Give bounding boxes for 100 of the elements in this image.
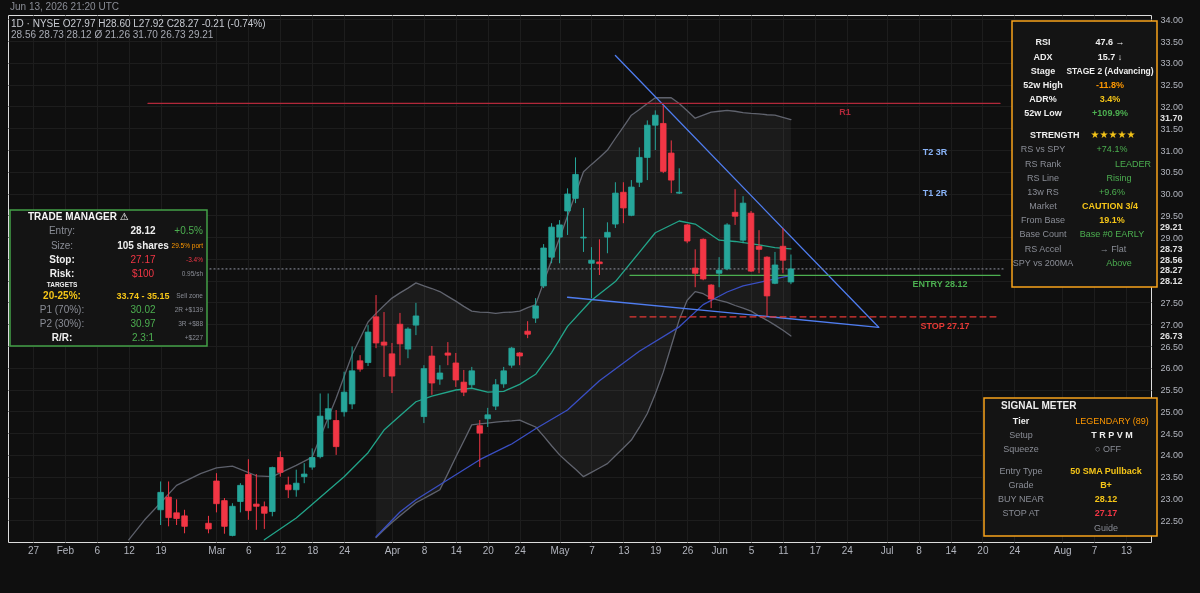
x-tick-label: 7 [1091,544,1098,556]
annotation: Size: [50,240,74,251]
annotation: Guide [1093,523,1119,533]
x-tick-label: 14 [945,544,958,556]
annotation: 47.6 → [1095,37,1125,47]
x-tick-label: 24 [1009,544,1021,556]
y-tick-label: 30.50 [1160,167,1184,178]
annotation: Risk: [49,268,75,279]
y-tick-label: 33.00 [1160,58,1184,69]
annotation: Entry Type [999,466,1043,476]
x-tick-label: Feb [56,544,75,556]
annotation: SPY vs 200MA [1012,258,1074,268]
y-tick-label: 26.00 [1160,363,1184,374]
annotation: Above [1106,258,1132,268]
x-tick-label: 19 [155,544,168,556]
annotation: LEGENDARY (89) [1075,416,1149,426]
y-tick-label: 25.00 [1160,406,1184,417]
annotation: Rising [1106,173,1132,183]
y-tick-label: 31.00 [1160,145,1184,156]
y-tick-label: 30.00 [1160,189,1184,200]
annotation: Market [1029,201,1058,211]
x-tick-label: Jul [880,544,894,556]
x-tick-label: 18 [307,544,319,556]
annotation: Squeeze [1003,444,1039,454]
chart-title: 1D · NYSE O27.97 H28.60 L27.92 C28.27 -0.21 (-0.74%) [11,18,266,29]
ref-line-label: R1 [839,107,851,118]
y-tick-label: 24.00 [1160,450,1184,461]
y-tick-label: 34.00 [1160,14,1184,25]
x-tick-label: 8 [421,544,428,556]
x-tick-label: 8 [916,544,923,556]
annotation: B+ [1100,480,1112,490]
annotation: 50 SMA Pullback [1070,466,1143,476]
x-tick-label: 26 [682,544,694,556]
y-tick-label: 29.00 [1160,232,1184,243]
annotation: +0.5% [174,225,204,236]
annotation: T2 3R [922,146,948,157]
y-tick-label: 33.50 [1160,36,1184,47]
y-tick-label: 32.00 [1160,101,1184,112]
annotation: +109.9% [1092,108,1128,118]
x-tick-label: Jun [711,544,728,556]
annotation: 28.12 [130,225,156,236]
text: 28.56 28.73 28.12 Ø 21.26 31.70 26.73 29.21 [11,29,214,40]
x-tick-label: 20 [977,544,989,556]
annotation: T R P V M [1091,430,1133,440]
ref-line-label: STOP 27.17 [920,320,970,331]
y-tick-label: 27.00 [1160,319,1184,330]
ref-line-label: ENTRY 28.12 [912,279,968,290]
annotation: Stage [1030,66,1056,76]
x-tick-label: 19 [650,544,662,556]
annotation: LEADER [1114,159,1152,169]
x-tick-label: 13 [1120,544,1133,556]
x-tick-label: 12 [123,544,136,556]
annotation: Tier [1012,416,1030,426]
x-tick-label: 27 [27,544,40,556]
text: 31.70 [1160,112,1183,123]
annotation: TRADE MANAGER ⚠ [28,211,129,222]
annotation: RS Accel [1024,244,1062,254]
annotation: 52w High [1023,80,1063,90]
annotation: Entry: [48,225,76,236]
annotation: STRENGTH [1030,130,1080,140]
annotation: ADR% [1029,94,1057,104]
annotation: 30.97 [130,318,156,329]
x-tick-label: 12 [275,544,287,556]
y-tick-label: 29.50 [1160,210,1184,221]
annotation: T1 2R [922,187,948,198]
annotation: Grade [1008,480,1034,490]
y-tick-label: 22.50 [1160,515,1184,526]
annotation: 30.02 [130,304,156,315]
x-tick-label: 17 [809,544,822,556]
annotation: CAUTION 3/4 [1081,201,1139,211]
annotation: Base #0 EARLY [1079,229,1145,239]
text: 28.27 [1160,265,1183,276]
x-tick-label: 24 [514,544,527,556]
x-tick-label: 14 [450,544,463,556]
x-tick-label: 7 [589,544,596,556]
x-tick-label: 11 [778,544,790,556]
annotation: STAGE 2 (Advancing) [1066,66,1154,76]
annotation: P1 (70%): [39,304,85,315]
x-tick-label: May [550,544,570,556]
annotation: RS Line [1026,173,1060,183]
y-tick-label: 26.50 [1160,341,1184,352]
annotation: -11.8% [1095,80,1125,90]
annotation: 27.17 [1094,508,1118,518]
y-tick-label: 23.00 [1160,493,1184,504]
x-tick-label: Apr [384,544,401,556]
text: Jun 13, 2026 21:20 UTC [10,1,119,12]
annotation: 19.1% [1099,215,1125,225]
y-tick-label: 32.50 [1160,80,1184,91]
annotation: 27.17 [130,254,156,265]
annotation: STOP AT [1002,508,1041,518]
y-tick-label: 23.50 [1160,472,1184,483]
text: 28.73 [1160,243,1183,254]
annotation: Stop: [49,254,75,265]
annotation: Setup [1009,430,1033,440]
x-tick-label: 6 [94,544,101,556]
text: 28.56 [1160,254,1183,265]
annotation: 15.7 ↓ [1097,52,1123,62]
text: 26.73 [1160,330,1183,341]
annotation: ADX [1033,52,1053,62]
y-tick-label: 27.50 [1160,297,1184,308]
